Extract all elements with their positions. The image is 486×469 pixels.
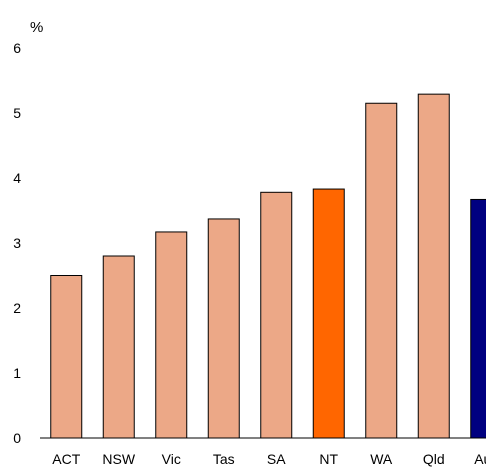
y-tick-label: 4 xyxy=(13,170,21,186)
y-tick-label: 2 xyxy=(13,300,21,316)
y-tick-label: 6 xyxy=(13,40,21,56)
y-tick-label: 3 xyxy=(13,235,21,251)
bar-wa xyxy=(365,102,398,439)
x-tick-label: Qld xyxy=(423,451,445,467)
bar-nsw xyxy=(102,255,135,439)
bar-act xyxy=(50,275,83,439)
x-tick-label: SA xyxy=(267,451,286,467)
x-tick-label: NSW xyxy=(102,451,135,467)
bar-tas xyxy=(207,218,240,439)
y-tick-label: 0 xyxy=(13,430,21,446)
x-tick-label: Tas xyxy=(213,451,235,467)
bars xyxy=(50,93,486,439)
y-axis-unit-label: % xyxy=(30,19,43,36)
y-tick-label: 5 xyxy=(13,105,21,121)
bar-sa xyxy=(260,191,293,439)
x-tick-label: Vic xyxy=(162,451,181,467)
x-axis: ACT NSW Vic Tas SA NT WA Qld Aus xyxy=(52,451,486,467)
bar-qld xyxy=(417,93,450,439)
x-tick-label: Aus xyxy=(474,451,486,467)
y-tick-label: 1 xyxy=(13,365,21,381)
x-tick-label: WA xyxy=(370,451,393,467)
bar-vic xyxy=(155,231,188,439)
x-tick-label: ACT xyxy=(52,451,80,467)
y-axis: 0 1 2 3 4 5 6 xyxy=(13,40,21,446)
x-tick-label: NT xyxy=(319,451,338,467)
bar-nt xyxy=(312,188,345,439)
bar-aus xyxy=(470,198,486,439)
